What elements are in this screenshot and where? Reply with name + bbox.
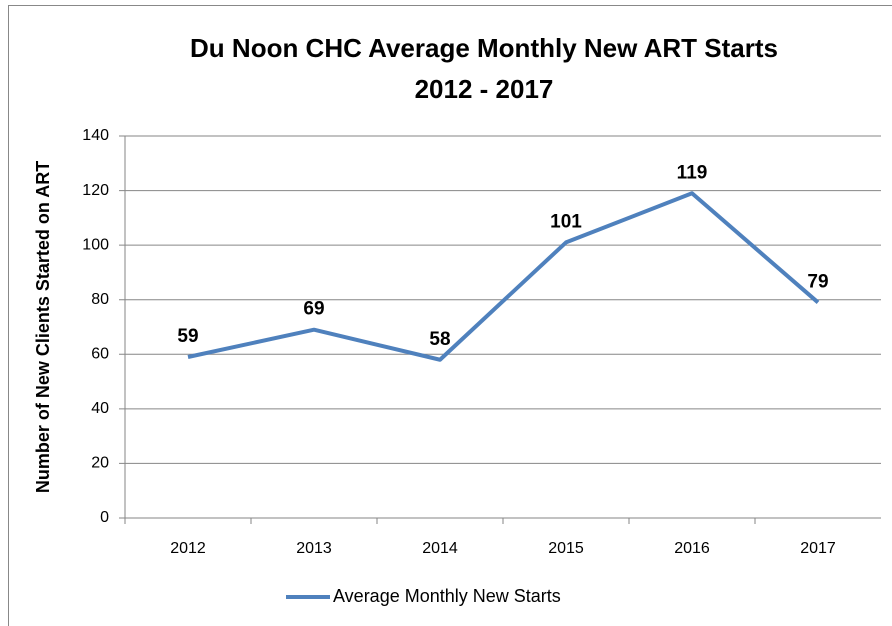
chart-title: Du Noon CHC Average Monthly New ART Star… — [190, 33, 778, 63]
x-tick-label: 2012 — [170, 540, 206, 557]
data-label: 59 — [177, 326, 198, 347]
y-tick-label: 140 — [82, 127, 109, 144]
data-label: 119 — [677, 162, 708, 183]
data-label: 79 — [807, 271, 828, 292]
data-label: 69 — [303, 299, 324, 320]
y-tick-label: 80 — [91, 291, 109, 308]
legend-label: Average Monthly New Starts — [333, 586, 561, 606]
y-tick-label: 120 — [82, 182, 109, 199]
chart-frame — [8, 5, 892, 626]
data-label: 58 — [429, 329, 450, 350]
series-line — [187, 191, 820, 362]
y-axis-label: Number of New Clients Started on ART — [33, 161, 53, 493]
x-tick-label: 2017 — [800, 540, 836, 557]
x-tick-label: 2014 — [422, 540, 458, 557]
y-tick-label: 100 — [82, 236, 109, 253]
chart-title: 2012 - 2017 — [415, 74, 554, 104]
x-tick-label: 2013 — [296, 540, 332, 557]
y-tick-label: 20 — [91, 455, 109, 472]
x-tick-label: 2016 — [674, 540, 710, 557]
y-tick-label: 0 — [100, 509, 109, 526]
data-label: 101 — [550, 211, 582, 232]
x-tick-label: 2015 — [548, 540, 584, 557]
y-tick-label: 60 — [91, 346, 109, 363]
y-tick-label: 40 — [91, 400, 109, 417]
